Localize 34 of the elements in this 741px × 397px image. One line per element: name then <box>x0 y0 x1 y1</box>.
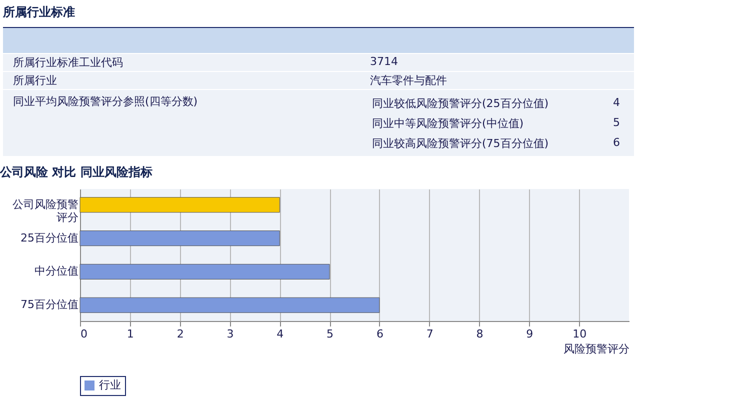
x-tick-label: 1 <box>126 328 134 340</box>
y-tick-label: 中分位值 <box>34 264 78 278</box>
x-tick-label: 3 <box>226 328 234 340</box>
text: 同业较低风险预警评分(25百分位值) <box>372 96 549 111</box>
bar <box>80 297 380 313</box>
text: 同业中等风险预警评分(中位值) <box>372 116 524 131</box>
text: 所属行业 <box>13 73 57 88</box>
text: 所属行业标准 <box>3 4 75 21</box>
x-tick-label: 5 <box>326 328 334 340</box>
x-tick-label: 7 <box>426 328 434 340</box>
bar <box>80 264 330 280</box>
x-tick-label: 8 <box>476 328 484 340</box>
x-tick-label: 2 <box>176 328 184 340</box>
text: 汽车零件与配件 <box>370 73 447 88</box>
x-axis-title: 风险预警评分 <box>564 342 630 356</box>
x-tick-label: 9 <box>526 328 534 340</box>
y-tick-label: 公司风险预警评分 <box>12 198 78 224</box>
text: 所属行业标准工业代码 <box>13 55 123 70</box>
x-tick-label: 6 <box>376 328 384 340</box>
legend-label: 行业 <box>99 378 121 392</box>
x-tick-label: 10 <box>572 328 587 340</box>
bar <box>80 197 280 213</box>
bar <box>80 230 280 246</box>
text: 4 <box>613 96 620 109</box>
x-tick-label: 0 <box>80 328 88 340</box>
text: 5 <box>613 116 620 129</box>
y-tick-label: 75百分位值 <box>20 298 78 312</box>
x-tick-label: 4 <box>276 328 284 340</box>
text: 同业较高风险预警评分(75百分位值) <box>372 136 549 151</box>
chart-title: 公司风险 对比 同业风险指标 <box>0 165 152 179</box>
y-tick-label: 25百分位值 <box>20 231 78 244</box>
text: 6 <box>613 136 620 149</box>
text: 3714 <box>370 55 398 68</box>
text: 同业平均风险预警评分参照(四等分数) <box>13 94 198 109</box>
